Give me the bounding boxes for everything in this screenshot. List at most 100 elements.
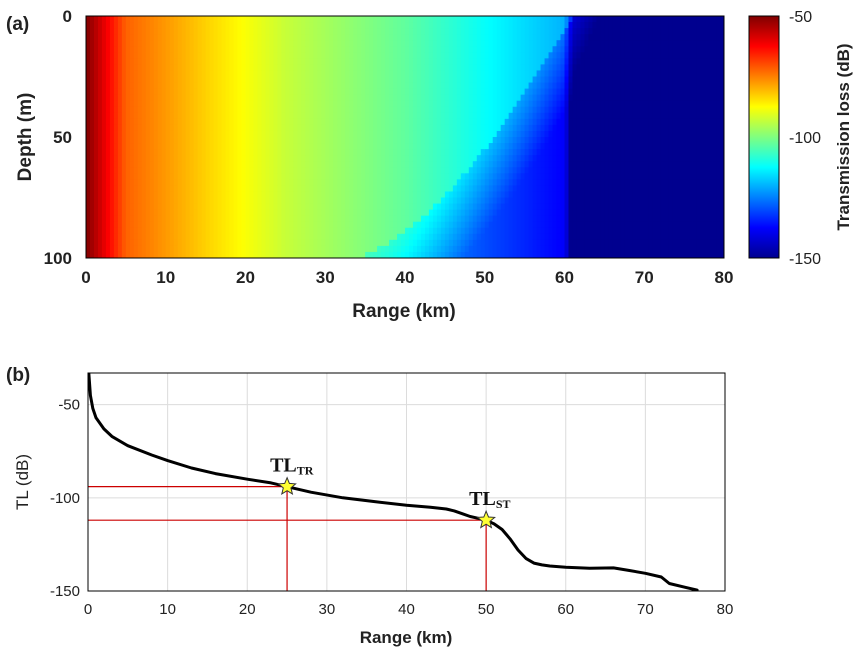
heatmap-cell — [113, 34, 119, 41]
heatmap-cell — [273, 179, 278, 186]
heatmap-cell — [325, 106, 330, 114]
heatmap-cell — [540, 46, 546, 53]
heatmap-cell — [157, 40, 163, 47]
heatmap-cell — [353, 28, 358, 35]
heatmap-cell — [221, 239, 227, 247]
heatmap-cell — [516, 143, 522, 150]
heatmap-cell — [289, 34, 294, 41]
heatmap-cell — [121, 16, 127, 23]
heatmap-cell — [532, 46, 538, 53]
heatmap-cell — [373, 22, 378, 29]
heatmap-cell — [197, 106, 203, 114]
heatmap-cell — [516, 64, 522, 72]
heatmap-cell — [361, 82, 366, 90]
heatmap-cell — [109, 22, 115, 29]
heatmap-cell — [189, 34, 195, 41]
heatmap-cell — [385, 251, 390, 258]
heatmap-cell — [357, 118, 362, 126]
heatmap-cell — [464, 185, 470, 193]
heatmap-cell — [269, 179, 275, 186]
heatmap-cell — [353, 22, 358, 29]
heatmap-cell — [333, 100, 338, 108]
heatmap-cell — [321, 130, 326, 138]
heatmap-cell — [193, 233, 199, 241]
heatmap-cell — [301, 46, 306, 53]
heatmap-cell — [349, 118, 354, 126]
heatmap-cell — [237, 251, 243, 258]
heatmap-cell — [500, 70, 506, 78]
heatmap-cell — [329, 197, 334, 205]
heatmap-cell — [496, 239, 502, 247]
heatmap-cell — [161, 64, 167, 72]
heatmap-cell — [329, 52, 334, 59]
heatmap-cell — [145, 239, 151, 247]
heatmap-cell — [97, 197, 103, 205]
heatmap-cell — [424, 221, 430, 229]
heatmap-cell — [189, 40, 195, 47]
heatmap-cell — [181, 124, 187, 132]
heatmap-cell — [289, 112, 294, 120]
heatmap-cell — [133, 28, 139, 35]
heatmap-cell — [97, 100, 103, 108]
heatmap-cell — [177, 143, 183, 150]
heatmap-cell — [193, 251, 199, 258]
heatmap-cell — [393, 209, 398, 217]
heatmap-cell — [97, 155, 103, 162]
heatmap-cell — [524, 130, 530, 138]
heatmap-cell — [389, 124, 394, 132]
heatmap-cell — [149, 106, 155, 114]
heatmap-cell — [101, 22, 107, 29]
heatmap-cell — [137, 179, 143, 186]
heatmap-cell — [117, 251, 123, 258]
heatmap-cell — [520, 100, 526, 108]
heatmap-cell — [261, 16, 267, 23]
heatmap-cell — [405, 251, 410, 258]
heatmap-cell — [93, 137, 99, 144]
heatmap-cell — [181, 34, 187, 41]
heatmap-cell — [309, 100, 314, 108]
heatmap-cell — [237, 70, 243, 78]
heatmap-cell — [412, 227, 418, 235]
heatmap-cell — [452, 149, 458, 156]
heatmap-cell — [133, 34, 139, 41]
heatmap-cell — [309, 40, 314, 47]
heatmap-cell — [173, 191, 179, 199]
heatmap-cell — [261, 155, 267, 162]
heatmap-cell — [341, 185, 346, 193]
heatmap-cell — [393, 179, 398, 186]
heatmap-cell — [181, 118, 187, 126]
heatmap-cell — [448, 34, 454, 41]
heatmap-cell — [309, 227, 314, 235]
heatmap-cell — [261, 70, 267, 78]
heatmap-cell — [149, 34, 155, 41]
heatmap-cell — [301, 40, 306, 47]
heatmap-cell — [369, 28, 374, 35]
heatmap-cell — [369, 143, 374, 150]
heatmap-cell — [353, 52, 358, 59]
heatmap-cell — [169, 94, 175, 102]
heatmap-cell — [225, 28, 231, 35]
heatmap-cell — [325, 112, 330, 120]
heatmap-cell — [173, 94, 179, 102]
heatmap-cell — [205, 203, 211, 211]
heatmap-cell — [249, 185, 255, 193]
heatmap-cell — [373, 167, 378, 174]
heatmap-cell — [293, 173, 298, 180]
heatmap-cell — [129, 173, 135, 180]
heatmap-cell — [580, 130, 586, 138]
heatmap-cell — [373, 251, 378, 258]
heatmap-cell — [185, 112, 191, 120]
heatmap-cell — [496, 245, 502, 253]
heatmap-cell — [468, 52, 474, 59]
heatmap-cell — [468, 46, 474, 53]
heatmap-cell — [532, 94, 538, 102]
heatmap-cell — [221, 124, 227, 132]
heatmap-cell — [86, 245, 91, 253]
heatmap-cell — [261, 40, 267, 47]
heatmap-cell — [173, 245, 179, 253]
heatmap-cell — [225, 197, 231, 205]
heatmap-cell — [448, 173, 454, 180]
heatmap-cell — [297, 88, 302, 96]
heatmap-cell — [528, 209, 534, 217]
heatmap-cell — [333, 215, 338, 223]
